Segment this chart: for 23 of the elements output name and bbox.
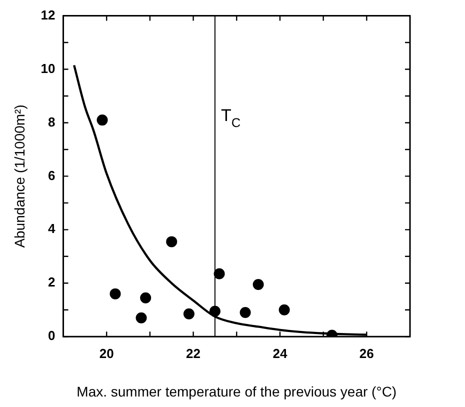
y-tick-label: 6 xyxy=(48,168,56,183)
point xyxy=(214,268,225,280)
y-tick-label: 2 xyxy=(48,274,56,290)
point xyxy=(140,292,152,304)
y-tick-label: 12 xyxy=(40,7,56,22)
x-axis-title: Max. summer temperature of the previous year (°C) xyxy=(76,383,397,400)
point xyxy=(110,288,121,300)
point xyxy=(136,312,147,324)
y-tick-label: 8 xyxy=(48,114,56,130)
point xyxy=(166,236,178,248)
x-tick-label: 24 xyxy=(272,346,288,361)
y-axis-title: Abundance (1/1000m²) xyxy=(11,104,28,248)
point xyxy=(278,304,290,316)
point xyxy=(252,278,264,290)
point xyxy=(183,308,194,320)
y-tick-label: 0 xyxy=(48,328,56,344)
x-tick-label: 22 xyxy=(186,346,201,361)
y-tick-label: 4 xyxy=(48,221,56,236)
point xyxy=(96,114,108,126)
x-tick-label: 20 xyxy=(99,346,114,361)
y-tick-label: 10 xyxy=(40,60,56,76)
point xyxy=(240,307,251,318)
x-tick-label: 26 xyxy=(359,346,374,361)
